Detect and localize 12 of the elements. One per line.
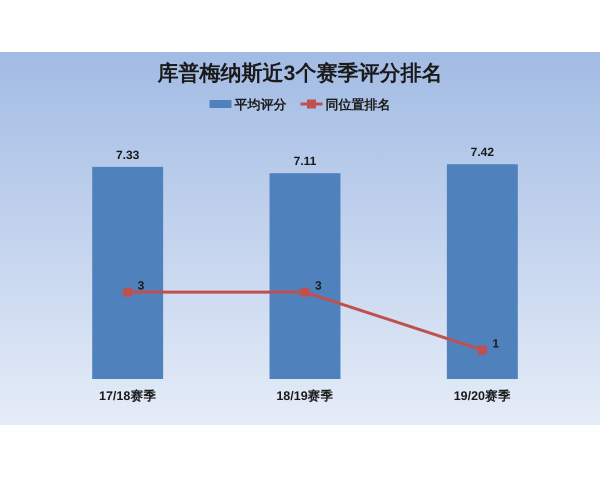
legend-label: 同位置排名 — [326, 97, 390, 112]
x-tick-label: 19/20赛季 — [454, 388, 511, 403]
data-label: 3 — [315, 278, 322, 293]
data-label: 7.42 — [470, 145, 494, 160]
x-tick-label: 18/19赛季 — [276, 388, 334, 403]
chart-title: 库普梅纳斯近3个赛季评分排名 — [156, 61, 442, 85]
data-label: 3 — [138, 278, 145, 293]
x-tick-label: 17/18赛季 — [99, 388, 156, 403]
data-label: 7.33 — [116, 148, 140, 162]
data-label: 7.11 — [294, 154, 317, 168]
data-label: 1 — [492, 336, 500, 351]
legend-label: 平均评分 — [234, 97, 288, 112]
